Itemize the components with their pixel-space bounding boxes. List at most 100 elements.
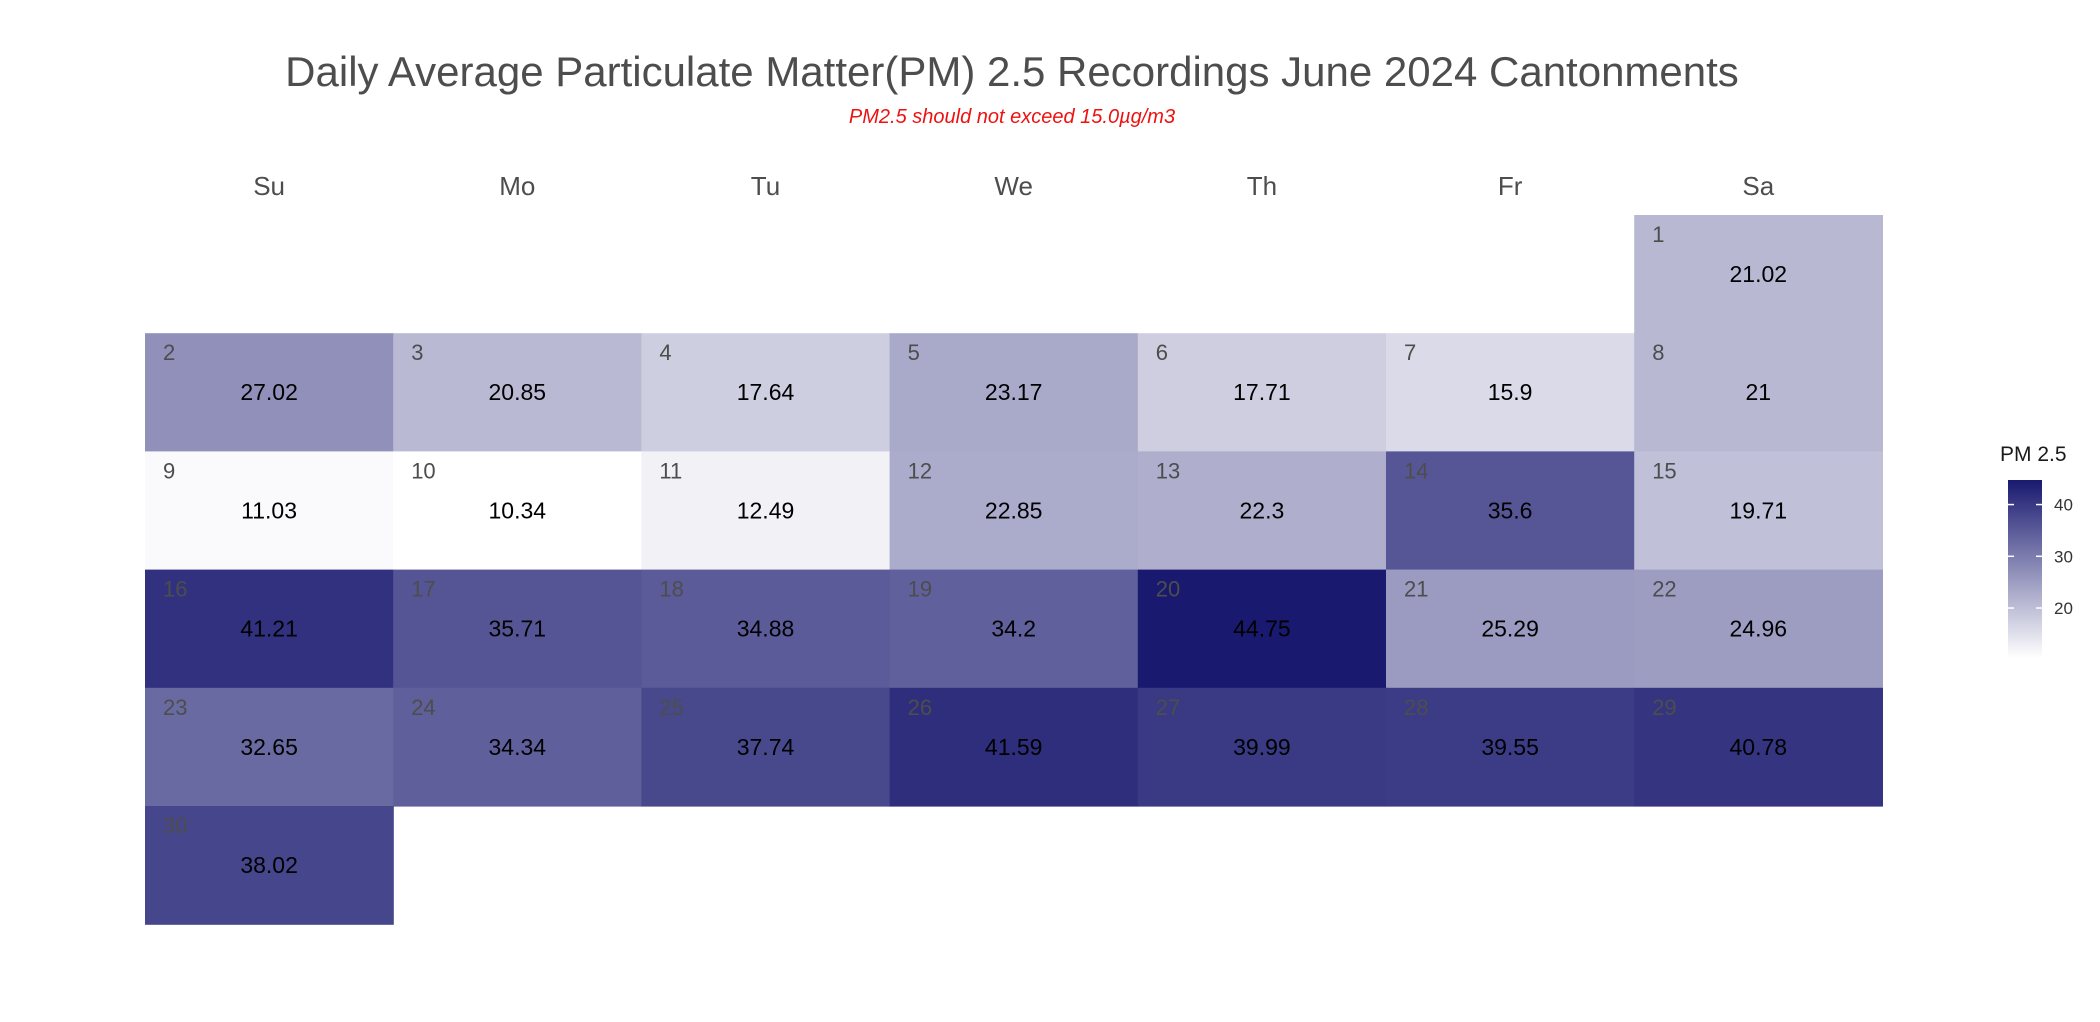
day-number-13: 13: [1156, 458, 1180, 483]
day-number-6: 6: [1156, 340, 1168, 365]
day-value-19: 34.2: [991, 616, 1036, 642]
weekday-header-th: Th: [1247, 171, 1277, 201]
day-cell-19: [889, 569, 1139, 689]
day-cell-16: [145, 569, 394, 689]
day-cell-14: [1386, 451, 1635, 571]
day-number-29: 29: [1652, 695, 1676, 720]
day-value-30: 38.02: [240, 852, 298, 878]
day-value-23: 32.65: [240, 734, 298, 760]
day-number-17: 17: [411, 577, 435, 602]
day-value-3: 20.85: [489, 379, 547, 405]
day-number-26: 26: [908, 695, 932, 720]
day-number-7: 7: [1404, 340, 1416, 365]
day-value-1: 21.02: [1730, 261, 1788, 287]
day-cell-24: [393, 687, 642, 807]
day-cell-30: [145, 806, 394, 925]
day-number-9: 9: [163, 458, 175, 483]
day-value-4: 17.64: [737, 379, 795, 405]
day-number-21: 21: [1404, 577, 1428, 602]
day-value-29: 40.78: [1730, 734, 1788, 760]
day-number-8: 8: [1652, 340, 1664, 365]
day-value-10: 10.34: [489, 497, 547, 523]
day-value-26: 41.59: [985, 734, 1043, 760]
day-cell-18: [641, 569, 891, 689]
day-cell-1: [1634, 215, 1883, 334]
legend-colorbar: [2008, 480, 2042, 658]
day-number-3: 3: [411, 340, 423, 365]
day-number-24: 24: [411, 695, 435, 720]
weekday-header-mo: Mo: [499, 171, 535, 201]
day-number-15: 15: [1652, 458, 1676, 483]
day-value-16: 41.21: [240, 616, 298, 642]
day-cell-6: [1137, 333, 1387, 452]
legend-tick-label-20: 20: [2054, 599, 2073, 618]
day-cell-3: [393, 333, 642, 452]
day-number-20: 20: [1156, 577, 1180, 602]
legend-title: PM 2.5: [2000, 443, 2067, 466]
calendar-heatmap: Su Mo Tu We Th Fr Sa 1 21.02 2 27.02 3 20.85 4 17.64 5 2…: [145, 171, 1883, 925]
chart-title: Daily Average Particulate Matter(PM) 2.5…: [285, 48, 1739, 95]
day-value-2: 27.02: [240, 379, 298, 405]
day-cell-28: [1386, 687, 1635, 807]
day-number-28: 28: [1404, 695, 1428, 720]
day-value-27: 39.99: [1233, 734, 1291, 760]
weekday-header-su: Su: [253, 171, 285, 201]
day-value-28: 39.55: [1481, 734, 1539, 760]
day-value-6: 17.71: [1233, 379, 1291, 405]
weekday-header-fr: Fr: [1498, 171, 1523, 201]
day-cell-4: [641, 333, 891, 452]
day-number-25: 25: [659, 695, 683, 720]
day-value-13: 22.3: [1240, 497, 1285, 523]
weekday-header-we: We: [994, 171, 1033, 201]
day-number-5: 5: [908, 340, 920, 365]
day-cell-22: [1634, 569, 1883, 689]
day-number-4: 4: [659, 340, 671, 365]
day-number-19: 19: [908, 577, 932, 602]
day-number-30: 30: [163, 813, 187, 838]
day-cell-27: [1137, 687, 1387, 807]
day-number-1: 1: [1652, 222, 1664, 247]
day-cell-8: [1634, 333, 1883, 452]
day-value-24: 34.34: [489, 734, 547, 760]
day-number-22: 22: [1652, 577, 1676, 602]
day-cell-17: [393, 569, 642, 689]
day-value-12: 22.85: [985, 497, 1043, 523]
day-cell-26: [889, 687, 1139, 807]
day-cell-13: [1137, 451, 1387, 571]
day-number-10: 10: [411, 458, 435, 483]
day-value-17: 35.71: [489, 616, 547, 642]
day-value-15: 19.71: [1730, 497, 1788, 523]
day-number-23: 23: [163, 695, 187, 720]
day-value-11: 12.49: [737, 497, 795, 523]
day-cell-29: [1634, 687, 1883, 807]
legend-tick-label-40: 40: [2054, 496, 2073, 515]
day-number-11: 11: [659, 458, 682, 483]
chart-subtitle: PM2.5 should not exceed 15.0µg/m3: [848, 106, 1176, 128]
day-cell-2: [145, 333, 394, 452]
day-value-22: 24.96: [1730, 616, 1788, 642]
day-cell-11: [641, 451, 891, 571]
day-number-27: 27: [1156, 695, 1180, 720]
day-cell-15: [1634, 451, 1883, 571]
day-cell-23: [145, 687, 394, 807]
weekday-header-sa: Sa: [1742, 171, 1774, 201]
day-number-18: 18: [659, 577, 683, 602]
day-value-25: 37.74: [737, 734, 795, 760]
day-cell-25: [641, 687, 891, 807]
day-number-14: 14: [1404, 458, 1428, 483]
day-cell-21: [1386, 569, 1635, 689]
day-value-18: 34.88: [737, 616, 795, 642]
day-value-14: 35.6: [1488, 497, 1533, 523]
day-value-8: 21: [1746, 379, 1772, 405]
day-cell-20: [1137, 569, 1387, 689]
day-number-12: 12: [908, 458, 932, 483]
legend-tick-label-30: 30: [2054, 547, 2073, 566]
weekday-header-tu: Tu: [751, 171, 780, 201]
day-value-5: 23.17: [985, 379, 1043, 405]
day-cell-5: [889, 333, 1139, 452]
day-cell-9: [145, 451, 394, 571]
day-number-16: 16: [163, 577, 187, 602]
day-value-21: 25.29: [1481, 616, 1539, 642]
day-value-7: 15.9: [1488, 379, 1533, 405]
